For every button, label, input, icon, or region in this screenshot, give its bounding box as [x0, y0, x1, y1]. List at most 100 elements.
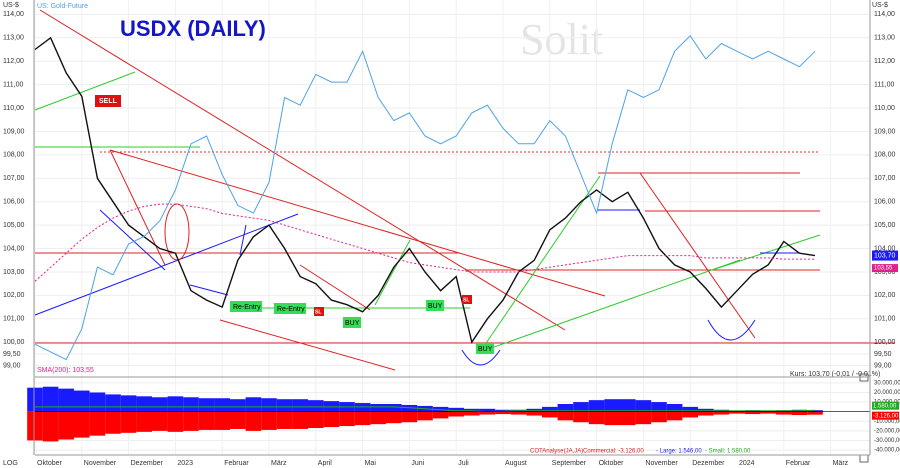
legend-label: SMA(200): 103,55: [37, 367, 94, 374]
cot-bar: [120, 411, 137, 433]
x-tick-label: September: [552, 460, 587, 467]
trend-lines: [34, 9, 895, 371]
y-tick-label: 99,00: [874, 362, 892, 369]
series-line: [34, 35, 816, 361]
cot-bar: [276, 411, 293, 429]
cot-bar: [42, 411, 59, 442]
signal-box: [314, 307, 324, 316]
cot-bar: [604, 399, 620, 412]
cot-bar: [308, 411, 324, 428]
trend-line: [639, 172, 756, 339]
y-tick-label: 99,00: [3, 362, 21, 369]
cot-bar: [432, 411, 449, 419]
x-tick-label: April: [318, 460, 332, 467]
cot-bar: [27, 387, 43, 412]
series-line: [34, 36, 816, 344]
cot-tag-label: -3.126,00: [873, 413, 899, 419]
trend-line: [99, 209, 166, 271]
trend-line: [189, 284, 229, 296]
cot-bar: [651, 411, 667, 423]
cot-bar: [74, 390, 90, 412]
y-tick-label: 30.000,00: [874, 380, 900, 386]
y-tick-label: 107,00: [3, 175, 25, 182]
cot-bar: [370, 411, 386, 425]
cot-bar: [308, 400, 324, 412]
x-tick-label: Oktober: [37, 460, 63, 467]
cot-bar: [230, 399, 246, 412]
y-tick-label: 110,00: [874, 105, 895, 112]
signal-label: BUY: [478, 346, 493, 353]
cot-bar: [261, 398, 277, 412]
x-tick-label: November: [84, 460, 117, 467]
x-tick-label: Juli: [458, 460, 469, 467]
cot-bar: [729, 411, 745, 414]
y-tick-label: 103,00: [874, 269, 896, 276]
x-tick-label: Juni: [411, 460, 424, 467]
y-tick-label: 109,00: [3, 128, 25, 135]
cot-bar: [230, 411, 246, 429]
signal-label: SELL: [99, 98, 118, 105]
cot-bar: [245, 411, 262, 431]
cot-bar: [557, 411, 574, 421]
cot-bar: [495, 411, 511, 415]
y-tick-label: -20.000,00: [874, 428, 900, 434]
cot-bar: [214, 411, 230, 430]
signal-label: Re-Entry: [277, 306, 305, 313]
cot-bar: [27, 411, 43, 441]
cot-bar: [167, 396, 184, 412]
cot-bar: [183, 411, 199, 431]
cot-bar: [479, 411, 496, 415]
y-tick-label: 100,00: [874, 339, 896, 346]
cot-bar: [635, 411, 652, 425]
y-tick-label: 104,00: [874, 245, 896, 252]
trend-line: [34, 71, 136, 111]
cot-bar: [74, 411, 90, 438]
cot-bar: [432, 406, 449, 412]
cot-bar: [542, 406, 558, 412]
trend-line: [299, 264, 371, 311]
y-tick-label: 108,00: [874, 152, 896, 159]
cot-bar: [152, 397, 168, 412]
highlight-ellipse: [164, 203, 190, 261]
cot-bar: [105, 394, 121, 412]
cot-bar: [323, 411, 340, 428]
cot-bar: [401, 411, 418, 423]
plot-area: [27, 35, 870, 442]
chart-title: USDX (DAILY): [120, 16, 266, 41]
signal-box: [95, 95, 121, 107]
cot-bar: [370, 404, 386, 412]
y-tick-label: -10.000,00: [874, 419, 900, 425]
y-unit-label: US-$: [3, 2, 19, 9]
cot-bar: [573, 402, 589, 412]
cot-bar: [183, 397, 199, 412]
y-tick-label: 110,00: [3, 105, 24, 112]
cot-tag: [872, 411, 899, 420]
cot-bar: [776, 411, 792, 415]
cot-bar: [760, 411, 776, 414]
x-tick-label: August: [505, 460, 527, 467]
watermark: Solit: [520, 15, 603, 64]
x-tick-label: März: [271, 460, 287, 467]
annotations: SELL Re-Entry Re-Entry SL BUY BUY SL BUY: [95, 95, 494, 354]
y-tick-label: 107,00: [874, 175, 896, 182]
y-tick-label: -40.000,00: [874, 448, 900, 454]
y-tick-label: 99,50: [874, 351, 892, 358]
trend-line: [479, 175, 601, 353]
cot-bar: [448, 407, 464, 412]
quote-label: Kurs: 103,70 (-0,01 / -0,01%): [790, 371, 880, 378]
cot-bar: [807, 410, 823, 412]
cot-bar: [417, 411, 433, 421]
x-tick-label: Februar: [224, 460, 249, 467]
cot-bar: [58, 411, 74, 440]
cot-bar: [620, 399, 636, 412]
x-tick-label: 2024: [739, 460, 755, 467]
cot-bar: [58, 388, 74, 412]
cot-tag-label: 1.580,00: [873, 403, 897, 409]
y-tick-label: 101,00: [3, 316, 25, 323]
cot-bar: [167, 411, 184, 432]
x-tick-label: März: [833, 460, 849, 467]
x-tick-label: Dezember: [131, 460, 164, 467]
cot-bar: [635, 400, 652, 412]
price-tag: [872, 250, 898, 261]
signal-label: SL: [315, 309, 321, 315]
